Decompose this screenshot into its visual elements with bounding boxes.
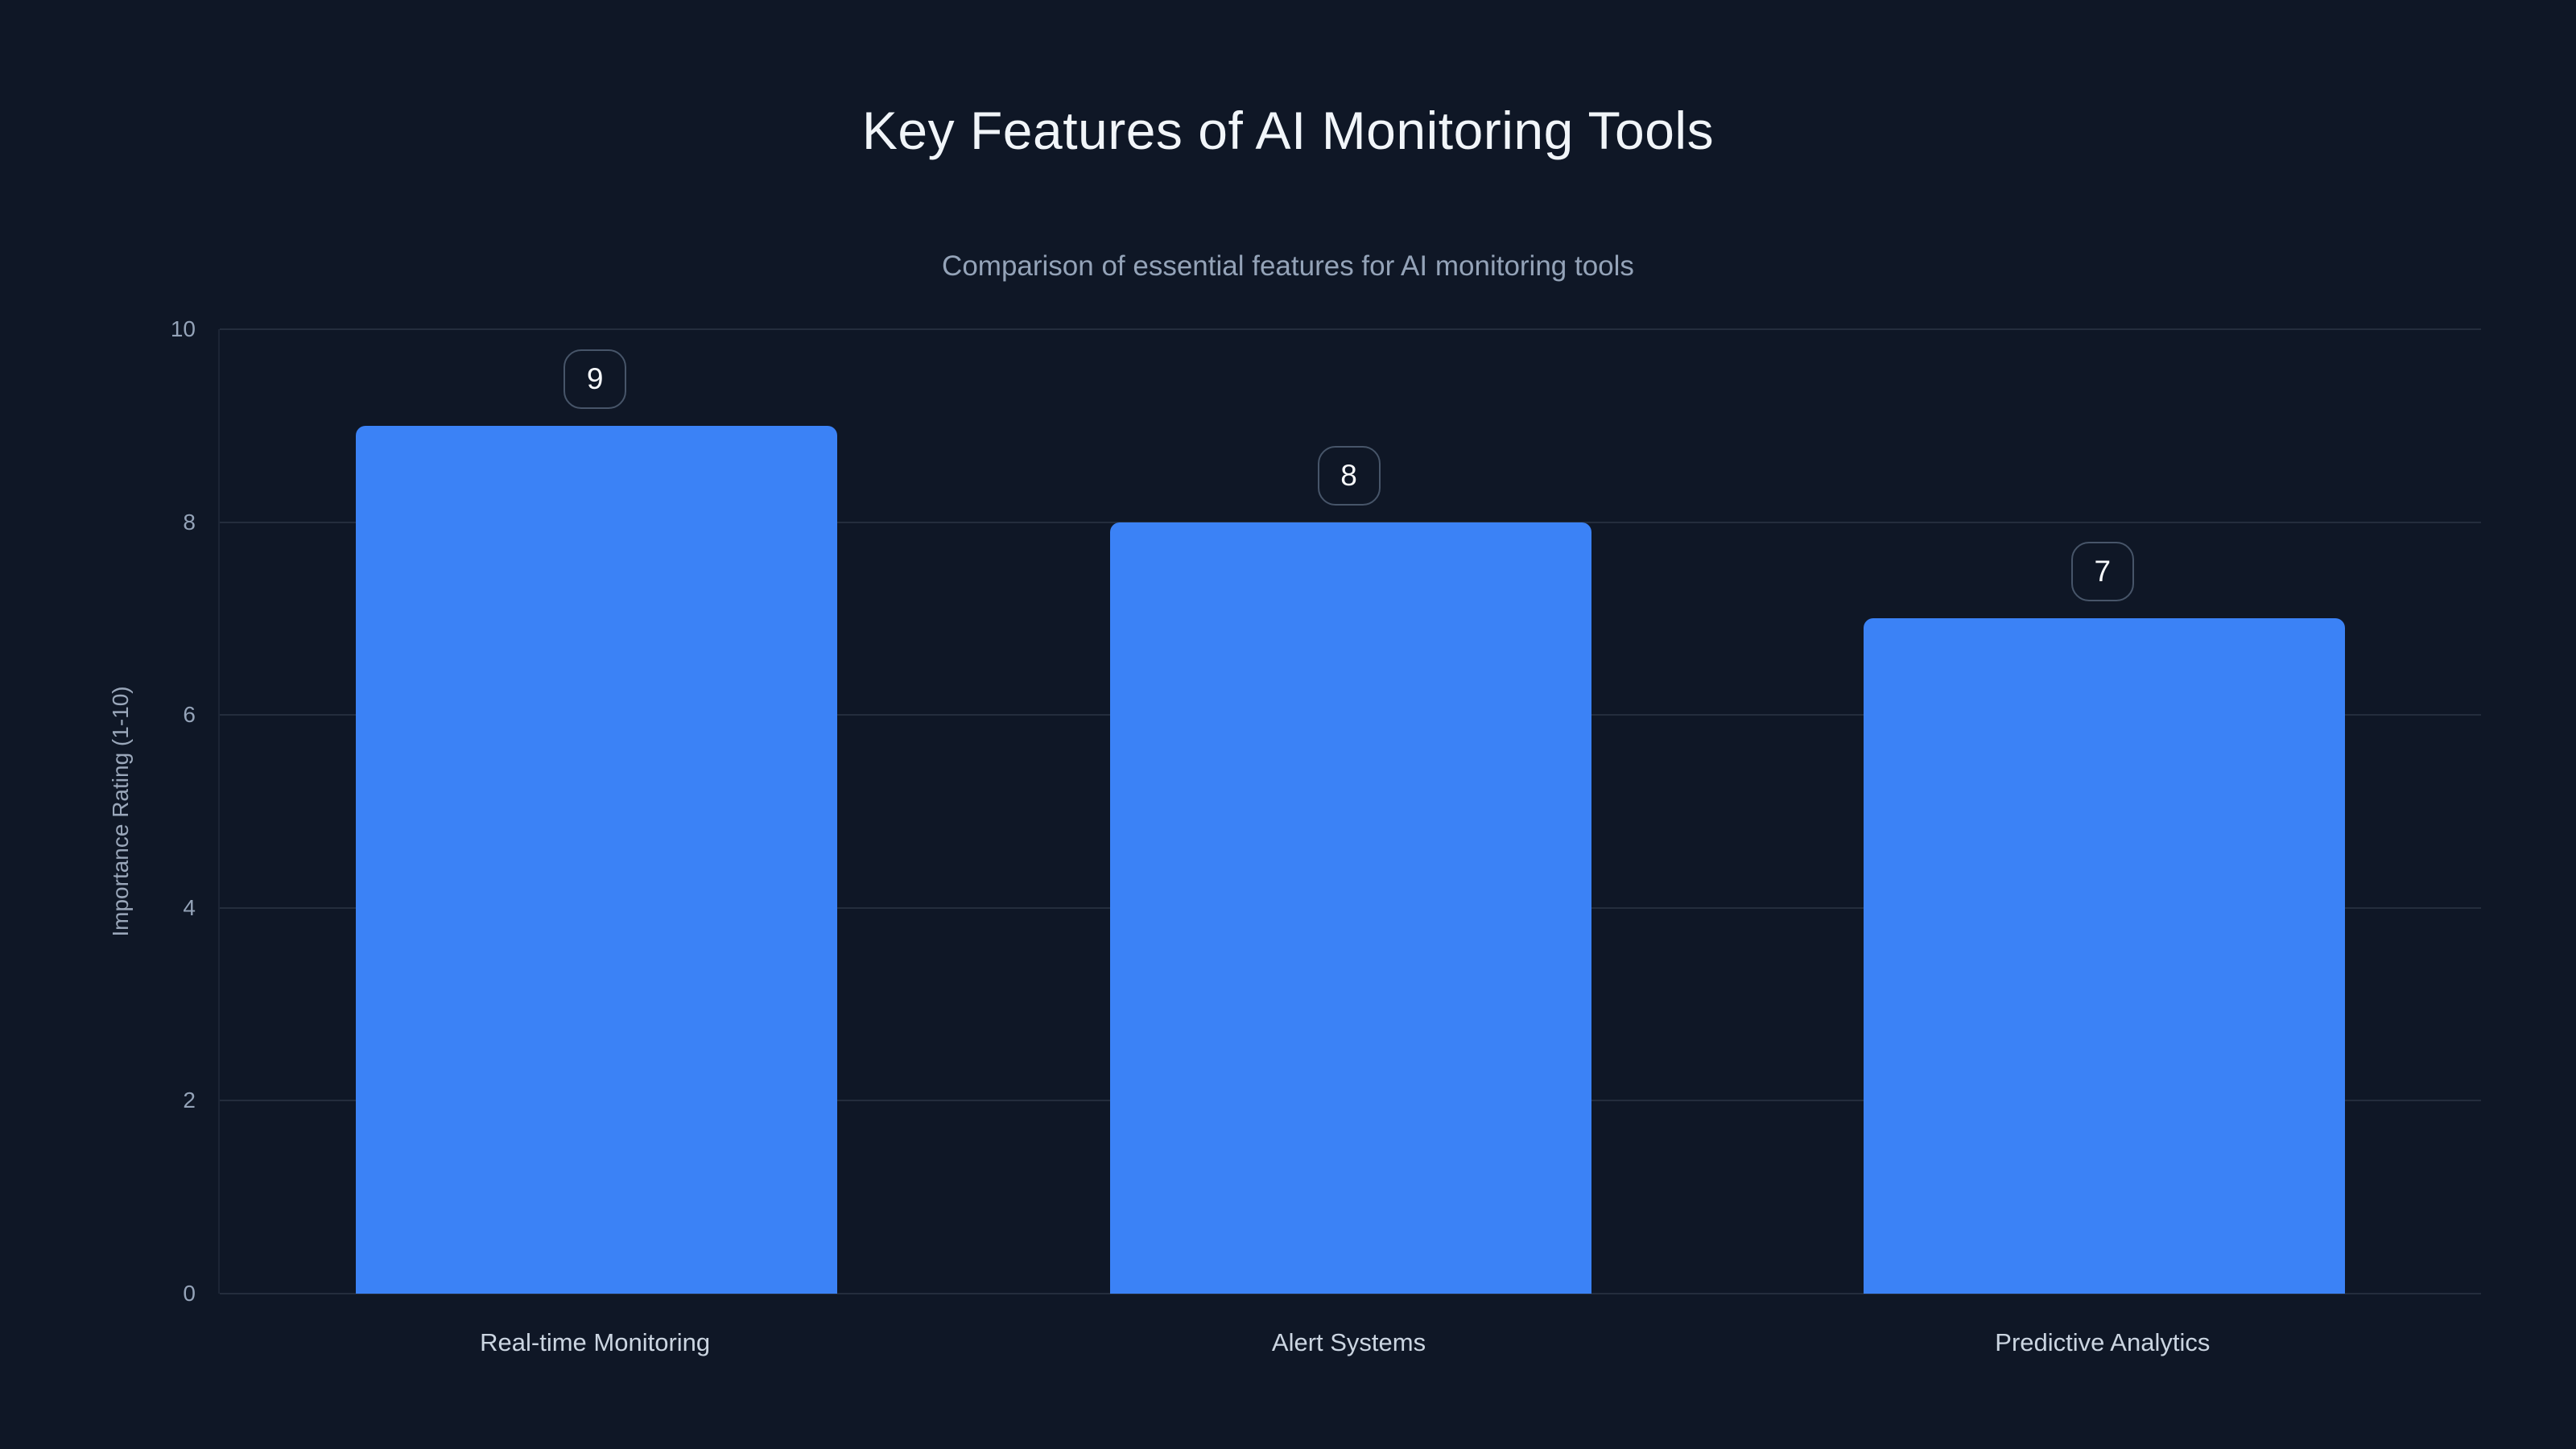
bar-alert-systems — [1109, 522, 1591, 1294]
x-axis-label-alert-systems: Alert Systems — [1271, 1328, 1426, 1356]
y-tick-label-2: 2 — [183, 1088, 196, 1113]
value-badge-text-real-time-monitoring: 9 — [586, 361, 604, 395]
plot-area — [218, 328, 2481, 1294]
y-tick-label-10: 10 — [170, 316, 196, 341]
y-tick-label-0: 0 — [183, 1281, 196, 1306]
value-badge-real-time-monitoring: 9 — [564, 349, 627, 409]
chart-subtitle: Comparison of essential features for AI … — [942, 250, 1634, 282]
y-tick-label-4: 4 — [183, 894, 196, 920]
x-axis-label-real-time-monitoring: Real-time Monitoring — [480, 1328, 711, 1356]
gridline-y-0 — [220, 1293, 2481, 1294]
y-tick-label-6: 6 — [183, 702, 196, 728]
chart-title: Key Features of AI Monitoring Tools — [861, 101, 1715, 160]
gridline-y-10 — [220, 328, 2481, 330]
value-badge-text-alert-systems: 8 — [1340, 458, 1357, 492]
value-badge-predictive-analytics: 7 — [2070, 542, 2134, 602]
value-badge-text-predictive-analytics: 7 — [2094, 555, 2112, 588]
y-tick-label-8: 8 — [183, 509, 196, 535]
x-axis-label-predictive-analytics: Predictive Analytics — [1995, 1328, 2211, 1356]
gridline-y-8 — [220, 521, 2481, 523]
bar-predictive-analytics — [1863, 618, 2345, 1294]
value-badge-alert-systems: 8 — [1317, 445, 1381, 506]
bar-real-time-monitoring — [356, 425, 838, 1294]
